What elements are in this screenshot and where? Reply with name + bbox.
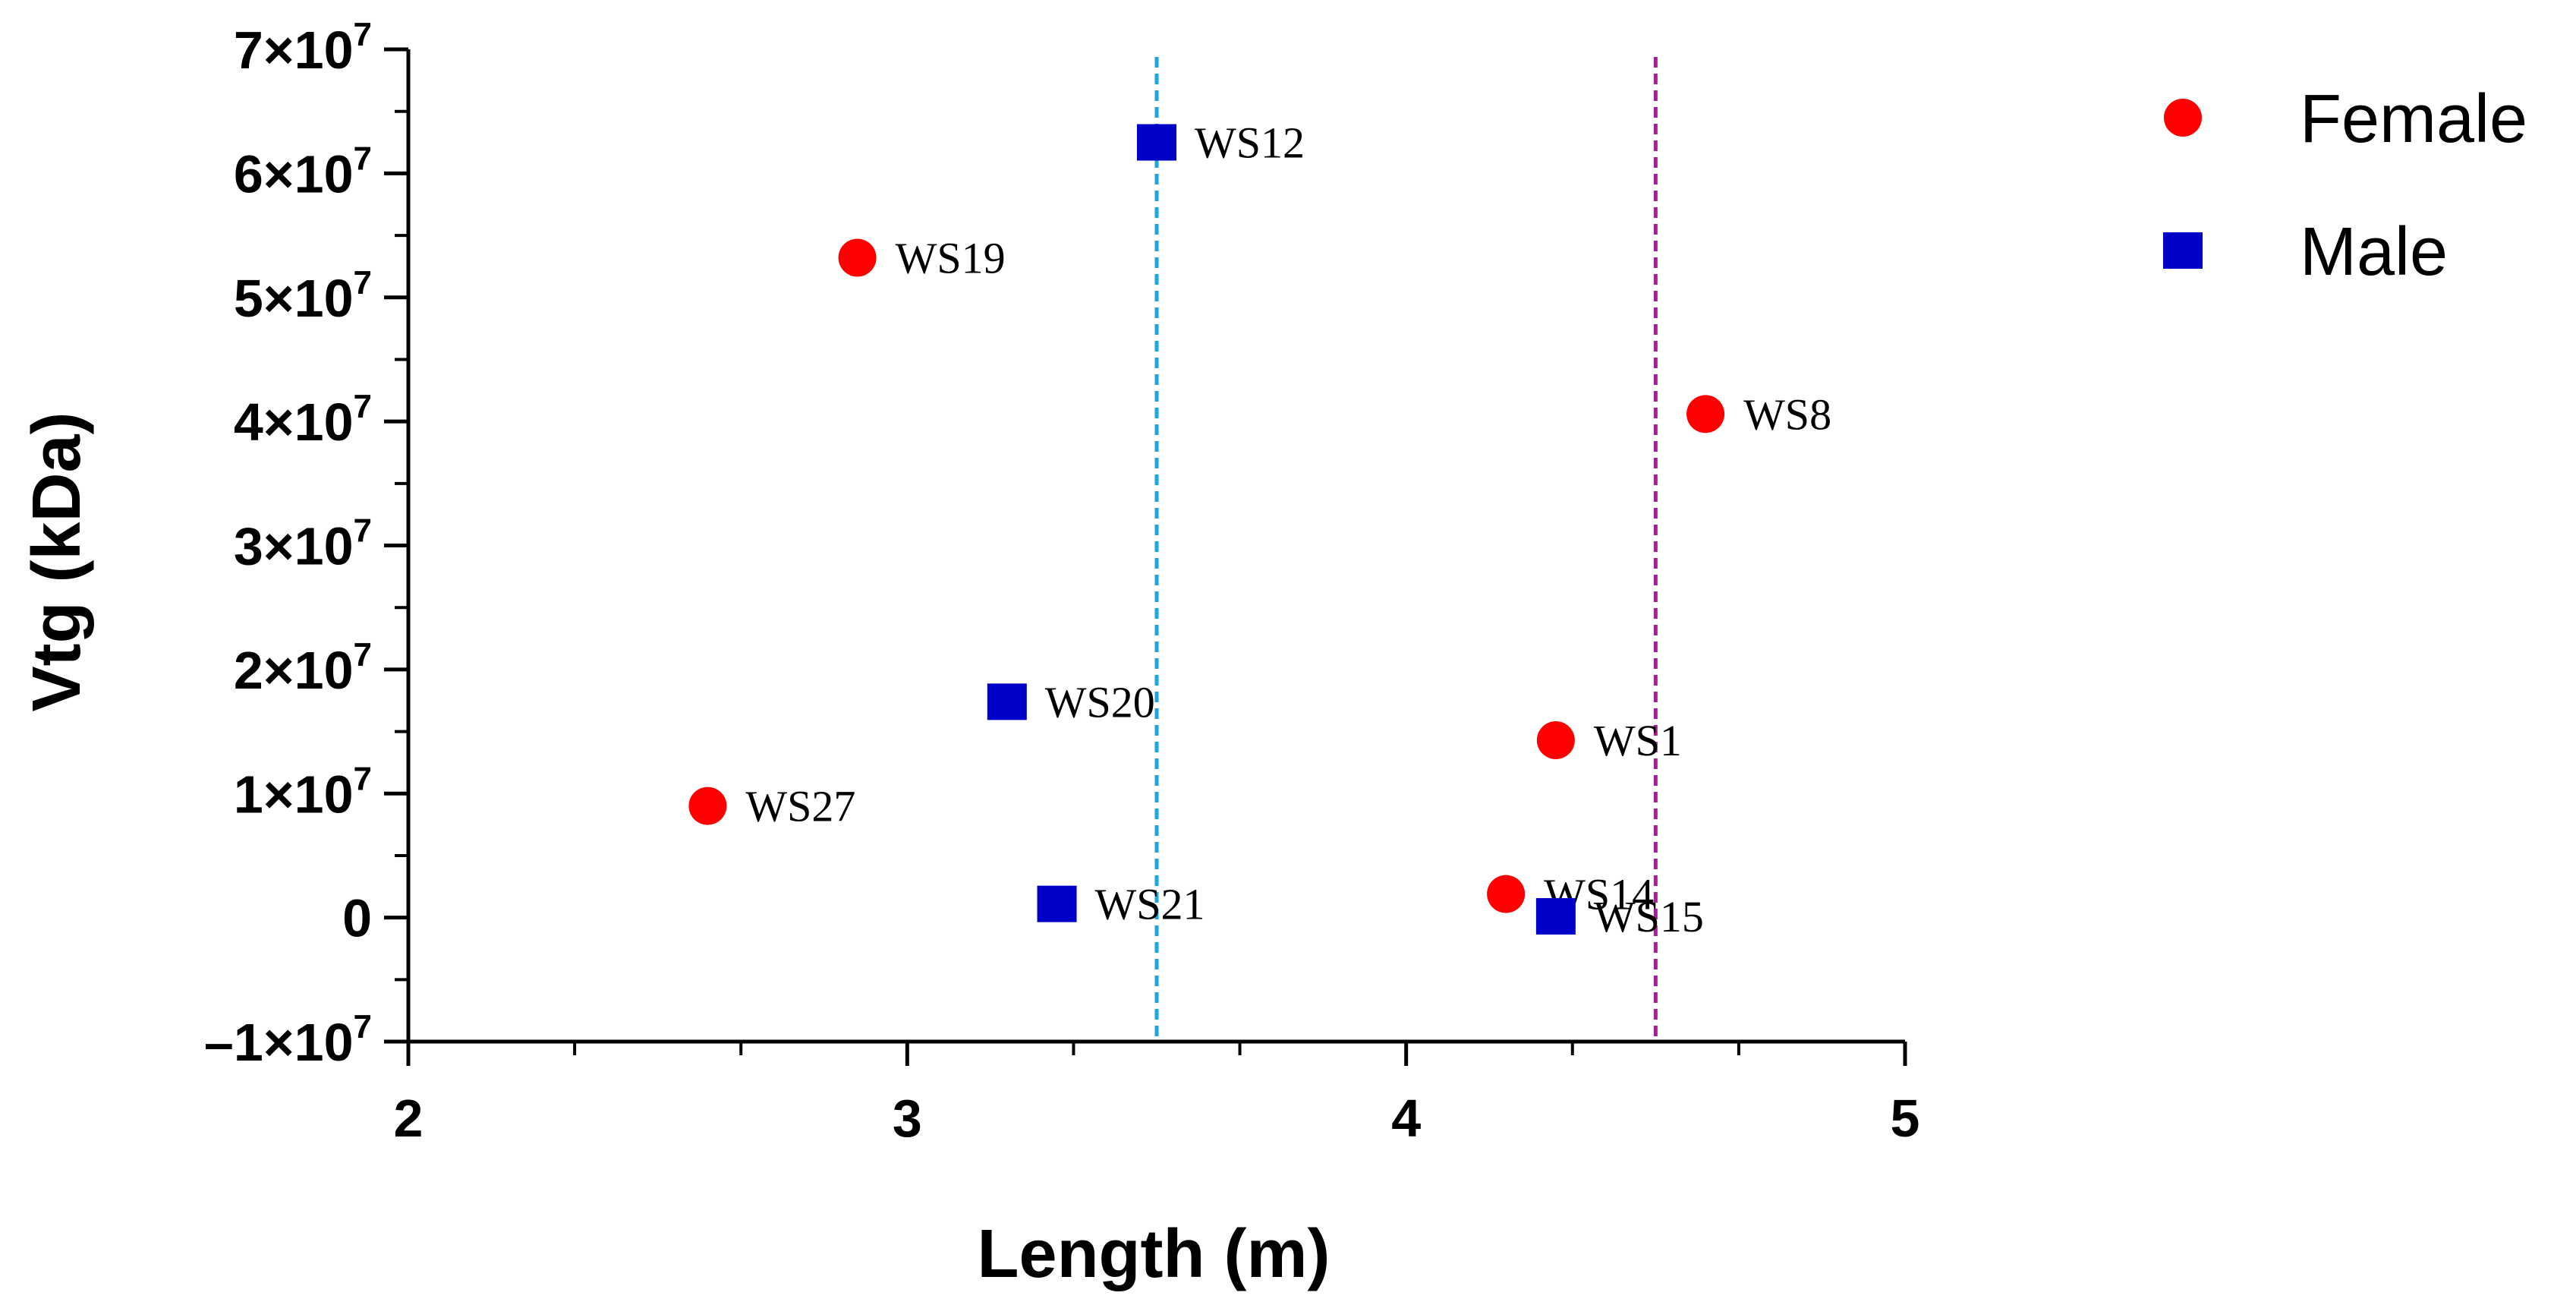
legend: Female Male: [2163, 81, 2527, 290]
y-tick-label: 7×107: [234, 16, 372, 80]
point-label-ws20: WS20: [1045, 677, 1155, 727]
point-label-ws27: WS27: [745, 782, 855, 831]
y-tick-mantissa: 0: [342, 889, 372, 948]
legend-label-male: Male: [2300, 214, 2448, 290]
y-tick-label: 3×107: [234, 512, 372, 576]
point-label-ws19: WS19: [896, 233, 1006, 282]
point-label-ws1: WS1: [1594, 716, 1682, 765]
y-tick-mantissa: 4×10: [234, 392, 354, 452]
y-tick-exponent: 7: [354, 16, 372, 53]
y-tick-exponent: 7: [354, 760, 372, 797]
x-tick-label: 5: [1891, 1089, 1920, 1148]
legend-marker-male: [2163, 232, 2203, 269]
legend-label-female: Female: [2300, 81, 2527, 157]
legend-marker-female: [2164, 99, 2202, 137]
y-tick-label: 2×107: [234, 636, 372, 700]
male-point-ws12: [1137, 124, 1176, 161]
y-tick-exponent: 7: [354, 636, 372, 673]
point-label-ws8: WS8: [1743, 389, 1831, 439]
tick-labels: 7×1076×1075×1074×1073×1072×1071×1070–1×1…: [204, 16, 1920, 1148]
female-point-ws19: [838, 238, 877, 277]
y-tick-exponent: 7: [354, 388, 372, 425]
y-tick-label: –1×107: [204, 1008, 372, 1072]
y-tick-mantissa: 6×10: [234, 144, 354, 203]
y-tick-mantissa: 1×10: [234, 764, 354, 824]
point-label-ws15: WS15: [1594, 892, 1704, 941]
y-tick-label: 0: [342, 889, 372, 948]
y-tick-mantissa: –1×10: [204, 1013, 354, 1072]
y-tick-label: 1×107: [234, 760, 372, 824]
male-point-ws21: [1037, 885, 1077, 922]
x-tick-label: 2: [394, 1089, 424, 1148]
reference-lines: [1154, 57, 1658, 1042]
y-tick-exponent: 7: [354, 1008, 372, 1045]
y-tick-mantissa: 3×10: [234, 517, 354, 576]
male-point-ws15: [1535, 897, 1576, 935]
y-tick-exponent: 7: [354, 264, 372, 301]
female-point-ws14: [1487, 875, 1526, 913]
axes: [384, 47, 1907, 1066]
point-label-ws21: WS21: [1095, 880, 1205, 929]
female-point-ws27: [688, 787, 727, 825]
y-tick-label: 5×107: [234, 264, 372, 328]
x-tick-label: 4: [1391, 1089, 1421, 1148]
y-tick-exponent: 7: [354, 512, 372, 550]
x-tick-label: 3: [893, 1089, 922, 1148]
y-tick-mantissa: 2×10: [234, 641, 354, 700]
y-tick-mantissa: 5×10: [234, 269, 354, 328]
point-label-ws12: WS12: [1195, 118, 1305, 168]
y-tick-label: 4×107: [234, 388, 372, 452]
female-point-ws8: [1686, 395, 1725, 433]
female-point-ws1: [1536, 720, 1575, 759]
y-axis-title: Vtg (kDa): [19, 411, 95, 711]
y-tick-label: 6×107: [234, 140, 372, 203]
male-point-ws20: [987, 683, 1027, 720]
y-tick-mantissa: 7×10: [234, 20, 354, 80]
x-axis-title: Length (m): [978, 1216, 1331, 1292]
y-tick-exponent: 7: [354, 140, 372, 177]
